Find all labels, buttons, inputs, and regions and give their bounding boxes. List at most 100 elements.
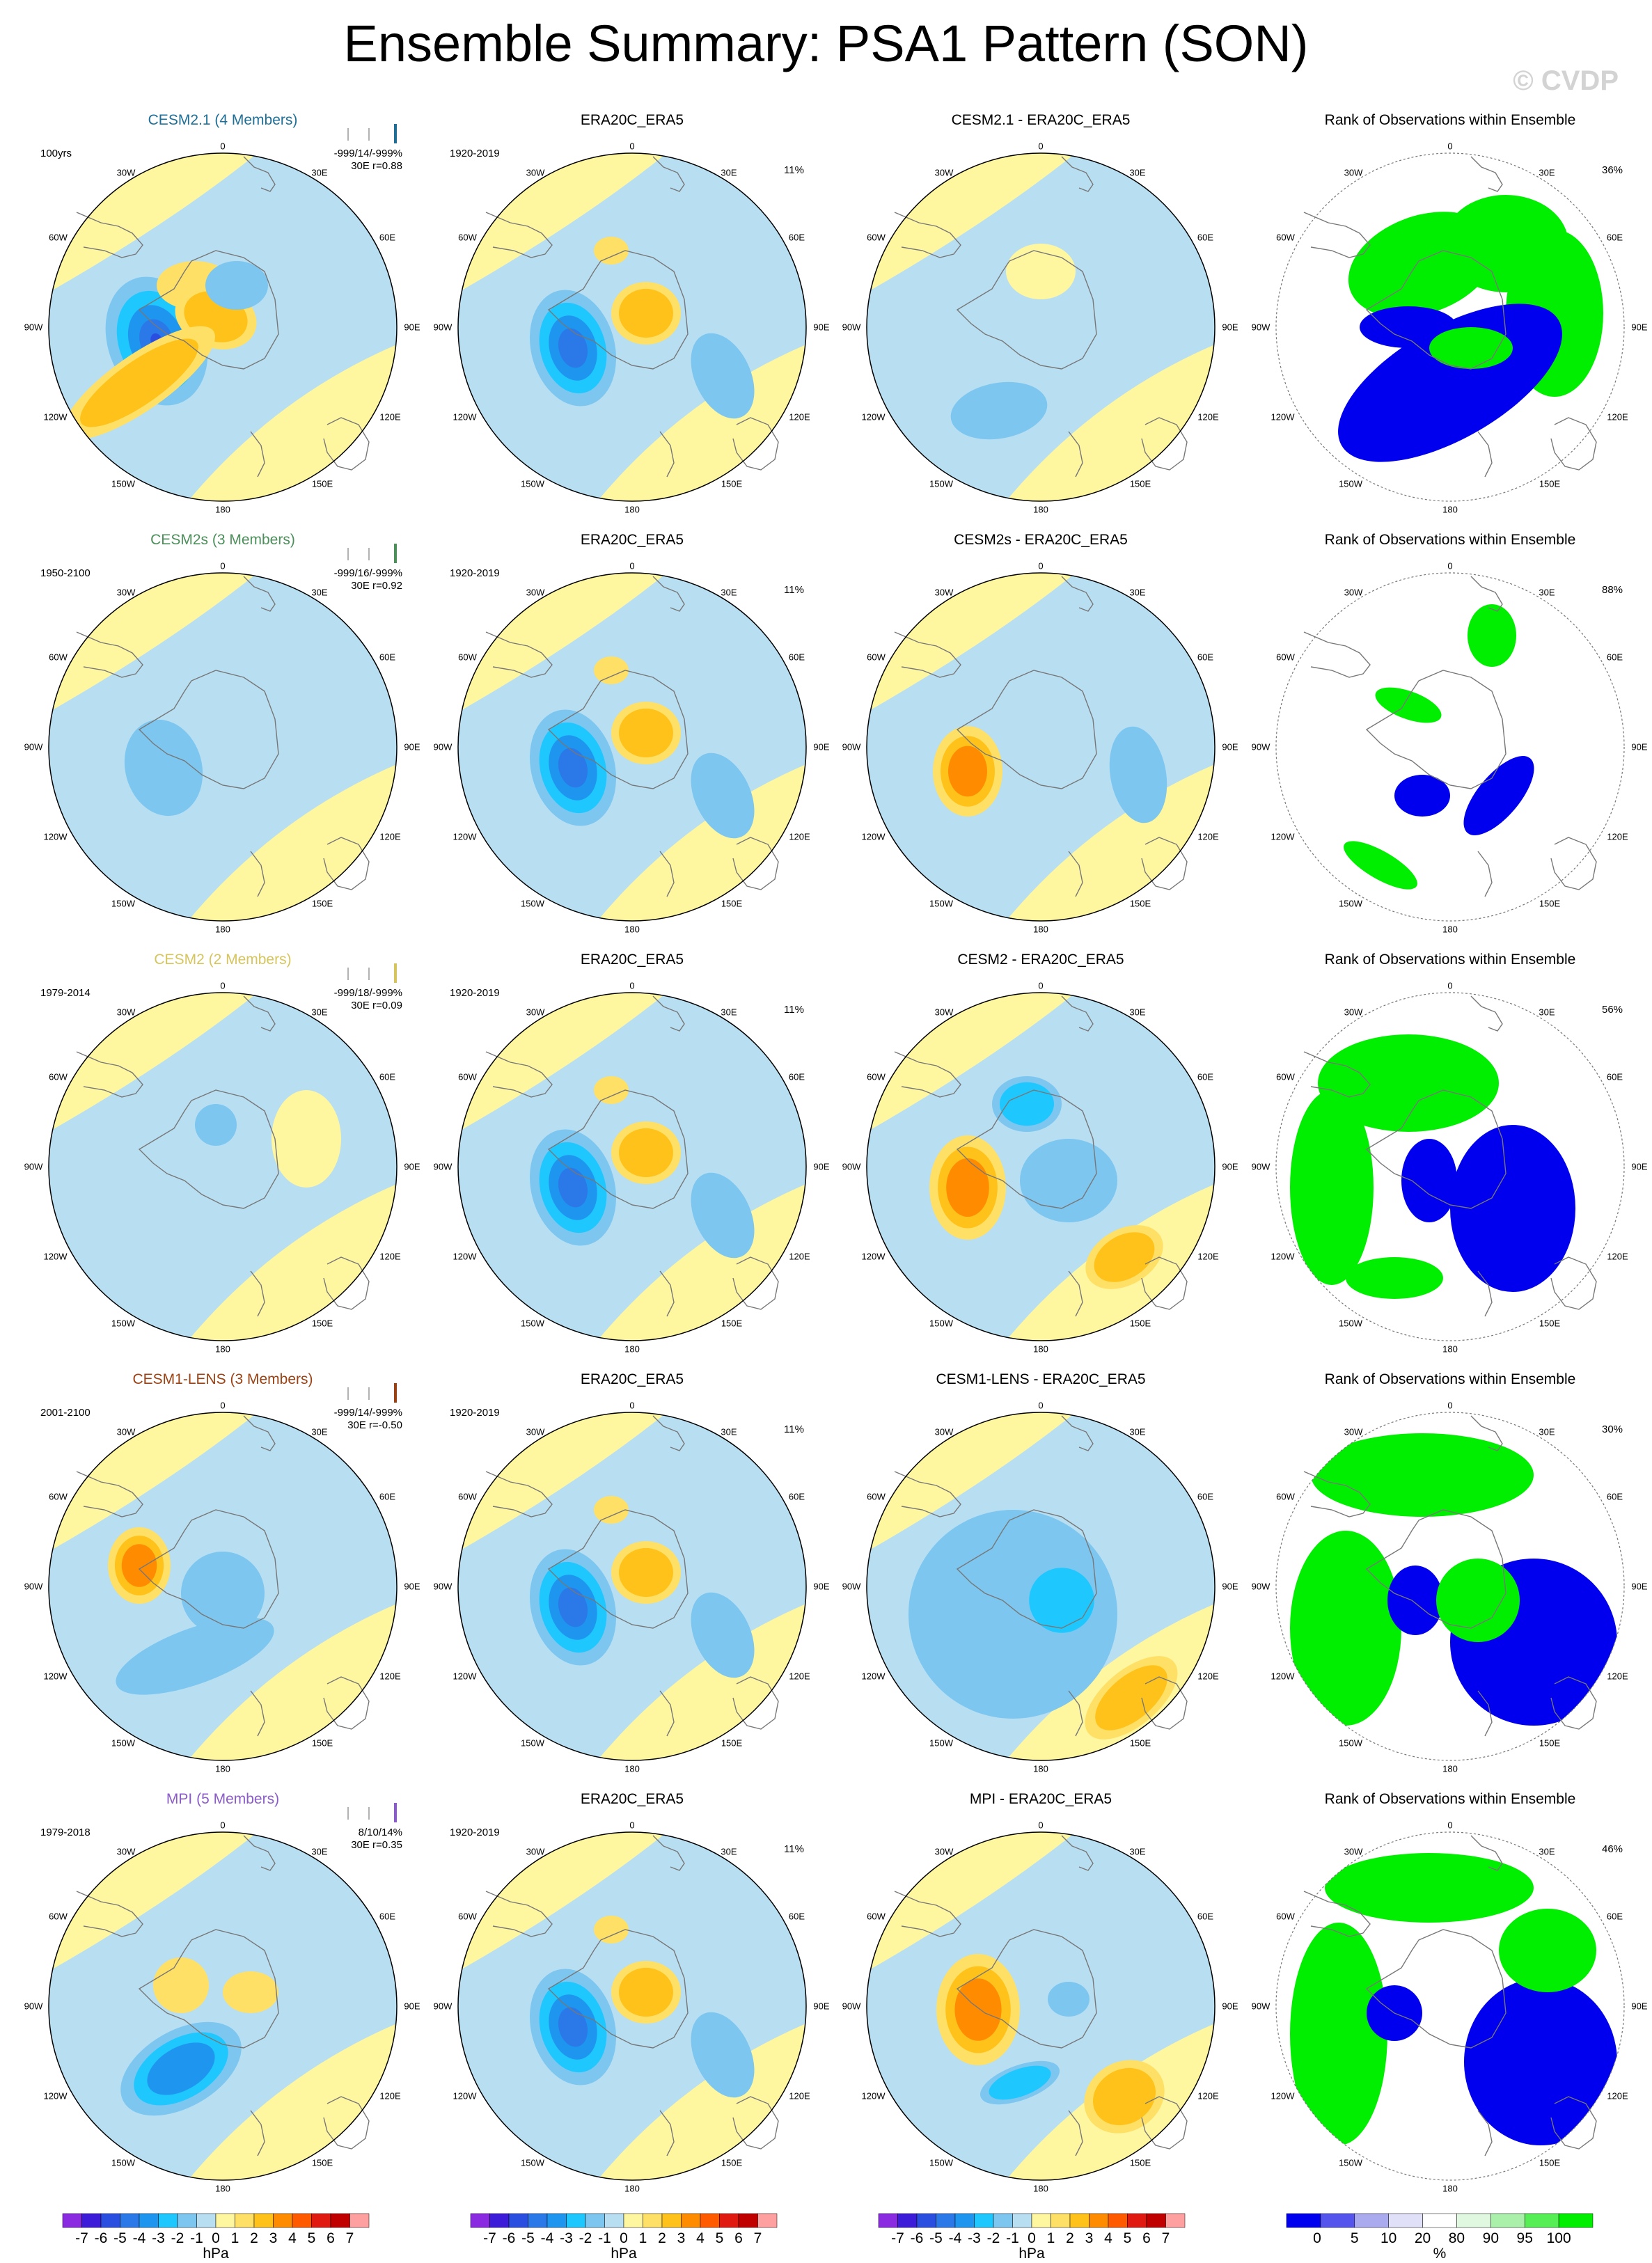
south-america-outline: [485, 1051, 553, 1098]
map-label-ul: 30W: [1344, 1007, 1363, 1017]
obs-title: ERA20C_ERA5: [580, 952, 684, 968]
rank-title: Rank of Observations within Ensemble: [1324, 1371, 1576, 1387]
observation-map: [457, 152, 807, 502]
colorbar-tick-label: 1: [1046, 2230, 1055, 2246]
map-label-lr: 120E: [1607, 2090, 1628, 2102]
rank-region: [1290, 1923, 1387, 2145]
colorbar-swatch: [62, 2213, 82, 2228]
map-label-bottom: 180: [624, 1763, 640, 1774]
map-label-ul: 30W: [526, 587, 545, 597]
colorbar-tick-label: -3: [560, 2230, 573, 2246]
map-label-right: 90E: [813, 2001, 830, 2012]
map-label-ll2: 150W: [521, 2157, 544, 2168]
africa-outline: [652, 1835, 685, 1871]
map-label-right: 90E: [1222, 1581, 1238, 1592]
colorbar-swatch: [1146, 2213, 1166, 2228]
observation-map: [457, 572, 807, 922]
map-label-ll: 120W: [453, 1251, 477, 1262]
map-label-right: 90E: [1222, 1161, 1238, 1172]
colorbar-swatch: [1069, 2213, 1089, 2228]
colorbar-swatch: [1108, 2213, 1128, 2228]
colorbar-tick-label: -6: [94, 2230, 108, 2246]
map-label-bottom: 180: [1442, 1763, 1458, 1774]
map-boundary: [866, 152, 1216, 502]
rank-pct-label: 56%: [1602, 1004, 1623, 1016]
model-map: [48, 152, 398, 502]
map-label-ur2: 60E: [1606, 652, 1623, 663]
map-label-ul: 30W: [1344, 167, 1363, 178]
map-label-bottom: 180: [624, 924, 640, 935]
contour-region: [946, 1158, 989, 1217]
map-label-ll: 120W: [43, 831, 68, 842]
map-label-ur: 30E: [1539, 587, 1555, 597]
pattern-correlation-boxplot: [347, 1383, 397, 1403]
map-label-right: 90E: [1222, 322, 1238, 333]
antarctica-outline: [956, 1929, 1097, 2049]
map-label-ul2: 60W: [49, 1071, 68, 1082]
contour-region: [691, 2012, 755, 2098]
antarctica-outline: [547, 1509, 689, 1629]
colorbar-swatch: [528, 2213, 548, 2228]
south-america-outline: [894, 1051, 961, 1098]
colorbar-swatch: [235, 2213, 255, 2228]
map-label-ur: 30E: [1539, 1007, 1555, 1017]
antarctica-outline: [956, 670, 1097, 789]
map-label-ul: 30W: [526, 1846, 545, 1856]
map-label-right: 90E: [1631, 741, 1648, 752]
map-label-ur2: 60E: [379, 1071, 396, 1082]
map-label-lr: 120E: [1607, 831, 1628, 842]
colorbar-tick-label: 90: [1482, 2230, 1500, 2246]
map-label-lr2: 150E: [311, 1737, 333, 1748]
map-label-ur: 30E: [311, 1426, 328, 1437]
africa-outline: [1061, 1835, 1094, 1871]
contour-region: [80, 338, 198, 427]
model-title: CESM2.1 (4 Members): [148, 112, 298, 128]
map-label-bottom: 180: [624, 1343, 640, 1355]
colorbar-tick-label: 6: [734, 2230, 743, 2246]
map-label-ul2: 60W: [1276, 232, 1295, 243]
colorbar-swatch: [1089, 2213, 1109, 2228]
map-boundary: [457, 992, 807, 1341]
colorbar-swatch: [100, 2213, 120, 2228]
australia-outline: [323, 1676, 370, 1730]
south-america-outline: [485, 1891, 553, 1937]
map-label-ll: 120W: [861, 1671, 886, 1682]
colorbar-swatch: [1354, 2213, 1389, 2228]
map-boundary: [866, 572, 1216, 922]
rank-title: Rank of Observations within Ensemble: [1324, 112, 1576, 128]
colorbar-swatch: [1031, 2213, 1051, 2228]
rank-region: [1346, 1257, 1443, 1299]
colorbar-tick-label: 5: [715, 2230, 724, 2246]
colorbar-swatch: [681, 2213, 701, 2228]
map-label-bottom: 180: [1442, 924, 1458, 935]
period-label: 2001-2100: [40, 1407, 91, 1419]
colorbar-tick-label: -6: [910, 2230, 924, 2246]
map-label-left: 90W: [1251, 741, 1271, 752]
colorbar-tick-label: 3: [269, 2230, 278, 2246]
colorbar-swatch: [1165, 2213, 1186, 2228]
antarctica-outline: [138, 1929, 279, 2049]
map-label-ur: 30E: [721, 587, 737, 597]
contour-region: [1000, 1082, 1054, 1126]
map-label-ll2: 150W: [521, 1318, 544, 1328]
obs-period-label: 1920-2019: [450, 567, 500, 579]
diff-title: CESM2 - ERA20C_ERA5: [957, 952, 1124, 968]
map-label-ur2: 60E: [1606, 1491, 1623, 1502]
colorbar-tick-label: -1: [1006, 2230, 1019, 2246]
colorbar-tick-label: -4: [132, 2230, 146, 2246]
map-label-ul2: 60W: [458, 232, 477, 243]
pattern-correlation-boxplot: [347, 544, 397, 563]
map-label-top: 0: [220, 980, 226, 991]
colorbar-swatch: [623, 2213, 643, 2228]
diff-title: MPI - ERA20C_ERA5: [969, 1791, 1112, 1807]
map-label-ll: 120W: [43, 1251, 68, 1262]
map-label-ul2: 60W: [867, 652, 886, 663]
rank-region: [1499, 1909, 1596, 1992]
map-label-ur: 30E: [1129, 587, 1146, 597]
map-label-ll: 120W: [453, 2090, 477, 2102]
contour-region: [619, 288, 673, 338]
contour-region: [147, 2042, 215, 2095]
map-label-ur: 30E: [311, 167, 328, 178]
rank-region: [1311, 1433, 1534, 1517]
map-label-lr2: 150E: [311, 2157, 333, 2168]
